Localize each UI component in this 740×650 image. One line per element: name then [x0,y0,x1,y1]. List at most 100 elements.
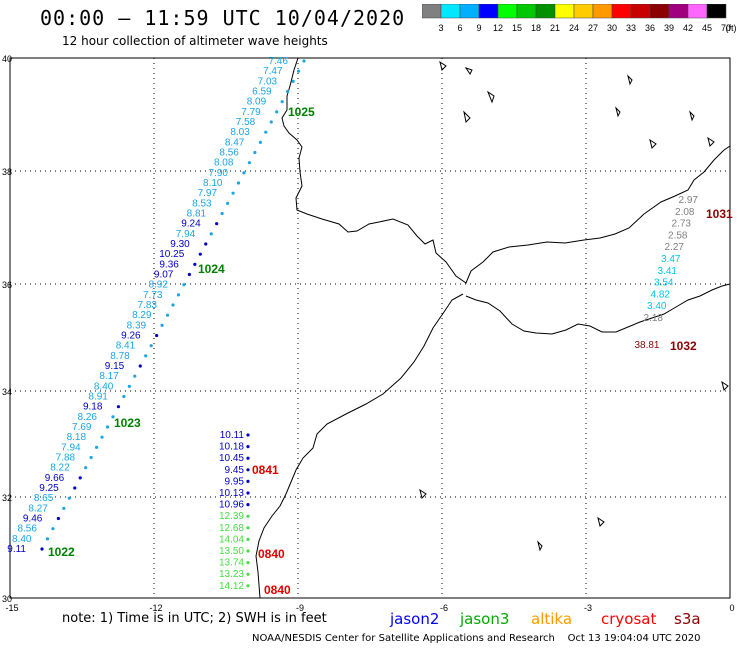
lon-label: -3 [584,603,592,613]
swh-label: 7.94 [61,442,81,453]
lat-label: 32 [2,493,12,503]
track-point [246,468,250,472]
time-labels: 1025 1024 1023 1022 0841 0840 0840 1031 1032 [48,105,733,597]
track-point [182,283,186,287]
swh-label: 7.79 [241,107,261,118]
legend-label: 21 [550,23,560,33]
satellite-track-labels-2: 10.1110.1810.459.459.9510.1310.9612.3912… [219,430,250,592]
swh-label: 2.18 [644,313,664,324]
swh-label: 8.81 [187,209,207,220]
lon-label: 0 [729,603,734,613]
swh-label: 7.46 [269,56,289,67]
track-point [100,435,104,439]
time-label: 1031 [706,207,733,221]
swh-label: 9.36 [159,259,179,270]
track-point [40,547,44,551]
swh-label: 9.15 [105,361,125,372]
lon-label: -9 [296,603,304,613]
track-point [242,171,246,175]
lat-label: 38 [2,167,12,177]
swh-label: 8.22 [50,463,70,474]
swh-label: 12.39 [219,511,244,522]
satellite-track-labels: 7.467.477.036.598.097.797.588.038.478.56… [7,56,306,555]
footer-note: note: 1) Time is in UTC; 2) SWH is in fe… [62,611,327,626]
swh-label: 8.39 [127,320,147,331]
swh-label: 9.45 [225,465,245,476]
lat-label: 40 [2,54,12,64]
swh-label: 8.56 [17,524,37,535]
swh-label: 2.73 [672,219,692,230]
track-point [209,232,213,236]
swh-label: 10.11 [220,430,245,441]
swh-label: 7.88 [56,453,76,464]
lat-label: 34 [2,387,12,397]
track-point [149,344,153,348]
track-point [225,201,230,205]
swh-label: 8.10 [203,178,223,189]
swh-label: 8.92 [148,280,168,291]
time-label: 1022 [48,545,75,559]
track-point [204,242,208,246]
track-point [133,374,137,378]
track-point [246,479,250,483]
track-point [84,466,88,470]
swh-label: 8.03 [230,127,250,138]
track-point [275,110,279,114]
track-point [51,527,55,531]
swh-label: 8.26 [77,412,97,423]
swh-label: 8.41 [116,341,136,352]
track-point [165,313,170,317]
track-point [291,79,295,83]
swh-label: 3.47 [661,254,681,265]
legend-label: 42 [683,23,693,33]
lon-label: -15 [5,603,18,613]
swh-label: 9.95 [225,476,245,487]
coastline-north-africa [465,283,731,335]
swh-label: 9.18 [83,402,103,413]
legend-label: 3 [438,23,443,33]
track-point [116,405,121,409]
track-point [246,526,250,530]
track-point [78,476,82,480]
satellite-track-labels-3: 2.972.082.732.582.273.473.413.544.823.40… [634,195,698,351]
track-point [111,415,115,419]
swh-label: 8.40 [12,534,32,545]
time-label: 0840 [258,547,285,561]
track-point [258,140,262,144]
track-point [246,549,250,553]
swh-label: 8.65 [34,493,54,504]
swh-label: 8.40 [94,381,114,392]
satellite-legend-altika: altika [531,610,573,628]
track-point [253,150,257,155]
swh-label: 7.94 [176,229,196,240]
lon-label: -12 [149,603,162,613]
time-label: 1032 [670,339,697,353]
footer-credit: NOAA/NESDIS Center for Satellite Applica… [252,633,701,644]
track-point [302,59,306,63]
swh-label: 8.17 [99,371,119,382]
legend-label: 33 [626,23,636,33]
swh-label: 10.25 [159,249,184,260]
legend-label: 9 [476,23,481,33]
swh-label: 7.47 [263,66,283,77]
swh-label: 3.40 [647,301,667,312]
track-point [246,456,250,460]
swh-label: 7.03 [258,76,278,87]
track-point [138,364,142,368]
legend-swatch [706,4,727,19]
swh-label: 3.41 [658,266,678,277]
swh-label: 38.81 [634,340,659,351]
swh-label: 9.25 [39,483,59,494]
track-point [246,572,250,576]
track-point [127,384,131,388]
legend-label: 12 [493,23,503,33]
swh-label: 6.59 [252,87,272,98]
swh-label: 8.18 [67,432,87,443]
lat-label: 36 [2,280,12,290]
swh-label: 8.09 [247,97,267,108]
track-point [269,120,273,124]
satellite-legend-jason2: jason2 [390,610,440,628]
coastline-iberia [281,57,731,284]
swh-label: 8.27 [28,503,48,514]
swh-label: 3.54 [654,278,674,289]
